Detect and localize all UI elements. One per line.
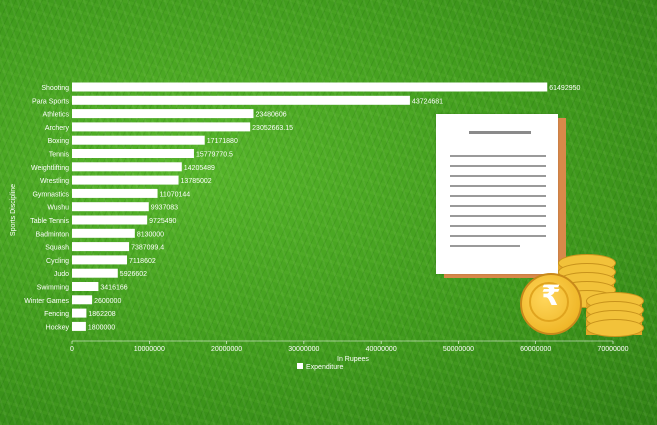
value-label-boxing: 17171880 [207, 138, 238, 145]
invoice-coins-illustration: ₹ [436, 114, 646, 339]
category-label-para-sports: Para Sports [32, 98, 69, 105]
category-label-weightlifting: Weightlifting [31, 165, 69, 172]
document-text-line [450, 155, 546, 157]
invoice-document-icon [436, 114, 558, 274]
category-label-wrestling: Wrestling [40, 178, 69, 185]
bar-table-tennis [72, 215, 148, 225]
category-label-gymnastics: Gymnastics [32, 191, 69, 198]
category-label-squash: Squash [45, 245, 69, 252]
value-label-judo: 5926602 [120, 271, 147, 278]
value-label-cycling: 7118602 [129, 258, 156, 265]
x-axis-ticks: 0 10000000 20000000 30000000 40000000 5000000… [70, 341, 629, 353]
value-label-weightlifting: 14205489 [184, 165, 215, 172]
bar-swimming [72, 282, 99, 291]
category-label-table-tennis: Table Tennis [30, 218, 69, 225]
bar-squash [72, 242, 130, 252]
x-tick-label: 50000000 [443, 346, 474, 353]
category-labels: Shooting Para Sports Athletics Archery Boxin… [24, 85, 69, 331]
value-label-para-sports: 43724681 [412, 98, 443, 105]
category-label-athletics: Athletics [43, 112, 70, 119]
x-tick-label: 10000000 [134, 346, 165, 353]
document-text-line [450, 165, 546, 167]
bar-wushu [72, 202, 149, 212]
category-label-shooting: Shooting [41, 85, 69, 92]
rupee-coin-icon: ₹ [520, 273, 582, 335]
category-label-judo: Judo [54, 271, 69, 278]
bar-shooting [72, 82, 548, 92]
bar-fencing [72, 308, 87, 318]
rupee-coin-rim [529, 282, 569, 322]
document-text-line [450, 235, 546, 237]
bar-cycling [72, 255, 128, 265]
document-text-line [450, 195, 546, 197]
bar-para-sports [72, 95, 410, 105]
document-text-line [450, 215, 546, 217]
value-label-hockey: 1800000 [88, 324, 115, 331]
value-label-shooting: 61492950 [549, 85, 580, 92]
category-label-cycling: Cycling [46, 258, 69, 265]
document-text-line [450, 205, 546, 207]
legend-swatch [297, 363, 303, 369]
category-label-swimming: Swimming [37, 285, 69, 292]
bar-judo [72, 268, 118, 278]
value-label-athletics: 23480606 [255, 112, 286, 119]
category-label-fencing: Fencing [44, 311, 69, 318]
x-axis-title: In Rupees [337, 356, 369, 363]
category-label-hockey: Hockey [46, 324, 70, 331]
x-tick-label: 30000000 [288, 346, 319, 353]
bar-archery [72, 122, 251, 132]
document-title-line [469, 131, 531, 134]
bar-wrestling [72, 175, 179, 185]
bar-boxing [72, 135, 205, 145]
bar-hockey [72, 321, 86, 331]
bar-winter-games [72, 295, 93, 305]
y-axis-title: Sports Discipline [10, 184, 17, 236]
value-label-gymnastics: 11070144 [160, 191, 191, 198]
value-label-archery: 23052663.15 [252, 125, 293, 132]
document-text-line [450, 225, 546, 227]
x-tick-label: 70000000 [597, 346, 628, 353]
category-label-badminton: Badminton [36, 231, 70, 238]
legend-label: Expenditure [306, 364, 343, 371]
value-label-table-tennis: 9725490 [149, 218, 176, 225]
value-label-swimming: 3416166 [100, 285, 127, 292]
value-labels: 61492950 43724681 23480606 23052663.15 17171… [88, 85, 581, 331]
x-tick-label: 40000000 [366, 346, 397, 353]
category-label-tennis: Tennis [49, 152, 70, 159]
rupee-symbol: ₹ [541, 279, 561, 312]
category-label-archery: Archery [45, 125, 70, 132]
value-label-badminton: 8130000 [137, 231, 164, 238]
x-tick-label: 20000000 [211, 346, 242, 353]
document-text-line [450, 185, 546, 187]
category-label-winter-games: Winter Games [24, 298, 69, 305]
bar-gymnastics [72, 188, 158, 198]
bars-group [72, 82, 548, 331]
value-label-tennis: 15779770.5 [196, 152, 233, 159]
category-label-boxing: Boxing [48, 138, 70, 145]
bar-tennis [72, 149, 194, 158]
value-label-fencing: 1862208 [88, 311, 115, 318]
document-text-line [450, 245, 520, 247]
coin [586, 319, 644, 337]
value-label-wrestling: 13785002 [181, 178, 212, 185]
x-tick-label: 0 [70, 346, 74, 353]
document-text-line [450, 175, 546, 177]
value-label-squash: 7387099.4 [131, 245, 164, 252]
value-label-winter-games: 2600000 [94, 298, 121, 305]
bar-weightlifting [72, 162, 182, 172]
bar-badminton [72, 228, 135, 238]
category-label-wushu: Wushu [47, 205, 69, 212]
value-label-wushu: 9937083 [151, 205, 178, 212]
bar-athletics [72, 109, 254, 119]
x-tick-label: 60000000 [520, 346, 551, 353]
